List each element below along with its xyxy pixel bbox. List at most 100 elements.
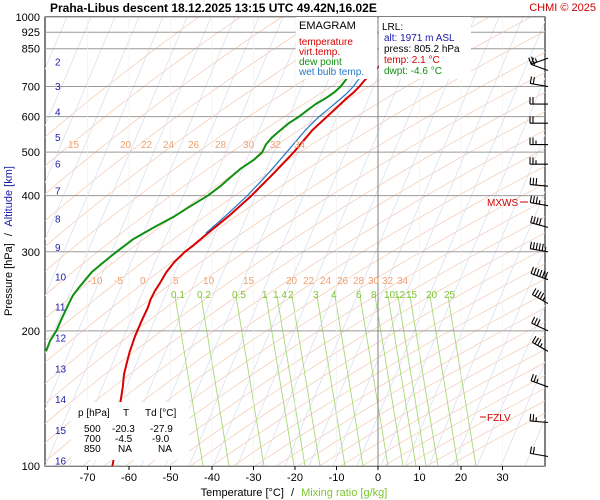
wind-barb xyxy=(529,157,548,165)
grid-diagonal xyxy=(45,17,212,411)
grid-diagonal xyxy=(236,17,428,466)
altitude-tick-label: 5 xyxy=(55,133,61,144)
isotherm-label: 15 xyxy=(243,276,255,287)
wind-barb xyxy=(530,266,549,281)
svg-text:Pressure [hPa] / A: Pressure [hPa] / Altitude [km] xyxy=(3,166,15,316)
grid-diagonal xyxy=(308,17,500,466)
table-header-td: Td [°C] xyxy=(145,408,176,419)
lrl-dwpt: dwpt: -4.6 °C xyxy=(384,66,442,77)
mixing-ratio-label: 1.4 xyxy=(273,290,287,301)
lrl-temp: temp: 2.1 °C xyxy=(384,55,440,66)
altitude-ticks: 16 15 14 13 12 11 10 9 8 7 6 5 4 3 2 xyxy=(55,58,67,468)
legend-item-temperature: temperature xyxy=(299,37,353,48)
temperature-tick-label: 20 xyxy=(455,472,467,484)
isotherm-label: 28 xyxy=(215,140,227,151)
grid-diagonal xyxy=(500,361,545,466)
dry-adiabat xyxy=(45,92,545,425)
grid-diagonal xyxy=(380,77,545,466)
isotherm-label: 5 xyxy=(173,276,179,287)
table-cell: -9.0 xyxy=(152,434,170,445)
legend-item-virt-temp: virt.temp. xyxy=(299,47,340,58)
mixing-ratio-line xyxy=(397,295,427,466)
wind-barb xyxy=(531,336,549,352)
grid-diagonal xyxy=(140,17,332,466)
grid-diagonal xyxy=(549,17,600,466)
altitude-tick-label: 15 xyxy=(55,426,67,437)
mixing-ratio-label: 1 xyxy=(262,290,268,301)
mixing-ratio-line xyxy=(334,295,364,466)
mixing-ratio-label: 0.2 xyxy=(197,290,211,301)
legend: EMAGRAM temperature virt.temp. dew point… xyxy=(296,17,377,79)
temperature-tick-label: -40 xyxy=(204,472,220,484)
wind-barb xyxy=(529,413,549,424)
grid-diagonal xyxy=(45,17,236,466)
altitude-tick-label: 11 xyxy=(55,303,66,314)
mixing-ratio-line xyxy=(409,295,439,466)
isotherm-label: 30 xyxy=(243,140,255,151)
pressure-tick-label: 600 xyxy=(22,112,40,124)
altitude-tick-label: 4 xyxy=(55,107,61,118)
wind-barb xyxy=(529,116,548,124)
mixing-ratio-line xyxy=(265,295,295,466)
table-cell: NA xyxy=(118,444,132,455)
altitude-tick-label: 7 xyxy=(55,187,61,198)
dry-adiabat xyxy=(82,165,545,466)
lrl-press: press: 805.2 hPa xyxy=(384,44,460,55)
dry-adiabat xyxy=(103,183,545,466)
grid-diagonal xyxy=(188,17,380,466)
temperature-ticks: -70 -60 -50 -40 -30 -20 -10 0 10 20 30 xyxy=(80,466,509,484)
pressure-tick-label: 925 xyxy=(22,27,40,39)
altitude-tick-label: 2 xyxy=(55,58,61,69)
wind-barb xyxy=(530,215,549,228)
x-axis-label-sep: / xyxy=(291,487,295,499)
grid-diagonal xyxy=(212,17,404,466)
wind-barb xyxy=(529,177,549,187)
dry-adiabat xyxy=(45,72,545,405)
pressure-tick-label: 850 xyxy=(22,44,40,56)
grid-diagonal xyxy=(573,17,600,466)
series-line-temperature xyxy=(111,58,388,466)
isotherm-label: 20 xyxy=(120,140,132,151)
fzlv-marker: FZLV xyxy=(487,413,511,424)
mixing-ratio-label: 0.1 xyxy=(171,290,185,301)
wind-barbs xyxy=(528,56,549,458)
grid-diagonal xyxy=(45,17,116,184)
pressure-tick-label: 1000 xyxy=(16,12,40,24)
pressure-tick-label: 300 xyxy=(22,247,40,259)
grid-diagonal xyxy=(92,17,284,466)
mixing-ratio-label: 3 xyxy=(313,290,319,301)
isotherm-label: 32 xyxy=(270,140,282,151)
mixing-ratio-label: 0.5 xyxy=(232,290,246,301)
grid-diagonal xyxy=(45,17,164,297)
pressure-tick-label: 400 xyxy=(22,191,40,203)
isotherm-label: 22 xyxy=(303,276,315,287)
grid-diagonal xyxy=(68,17,260,466)
isotherm-label: 34 xyxy=(294,140,306,151)
isotherm-label: -10 xyxy=(88,276,103,287)
isotherm-label: 26 xyxy=(188,140,200,151)
temperature-tick-label: -20 xyxy=(287,472,303,484)
grid-diagonal xyxy=(164,17,356,466)
table-cell: NA xyxy=(158,444,172,455)
dry-adiabat xyxy=(189,248,545,466)
grid-diagonal xyxy=(45,17,92,127)
altitude-tick-label: 12 xyxy=(55,334,67,345)
grid-diagonal xyxy=(284,17,476,466)
grid-diagonal xyxy=(476,304,545,466)
series-line-dew-point xyxy=(45,59,362,352)
wind-barb xyxy=(529,137,548,146)
wind-barb xyxy=(529,195,549,207)
temperature-tick-label: 0 xyxy=(375,472,381,484)
isotherm-label: 15 xyxy=(68,140,80,151)
legend-title: EMAGRAM xyxy=(299,20,356,32)
lrl-alt: alt: 1971 m ASL xyxy=(384,33,455,44)
x-axis-label: Temperature [°C] / Mixing ratio [g/kg] xyxy=(201,487,388,499)
mixing-ratio-line xyxy=(276,295,306,466)
wind-barb xyxy=(531,316,549,332)
temperature-tick-label: 10 xyxy=(413,472,425,484)
mixing-ratio-line xyxy=(387,295,417,466)
mixing-ratio-line xyxy=(316,295,346,466)
altitude-tick-label: 9 xyxy=(55,243,61,254)
isotherm-label: 24 xyxy=(163,140,175,151)
